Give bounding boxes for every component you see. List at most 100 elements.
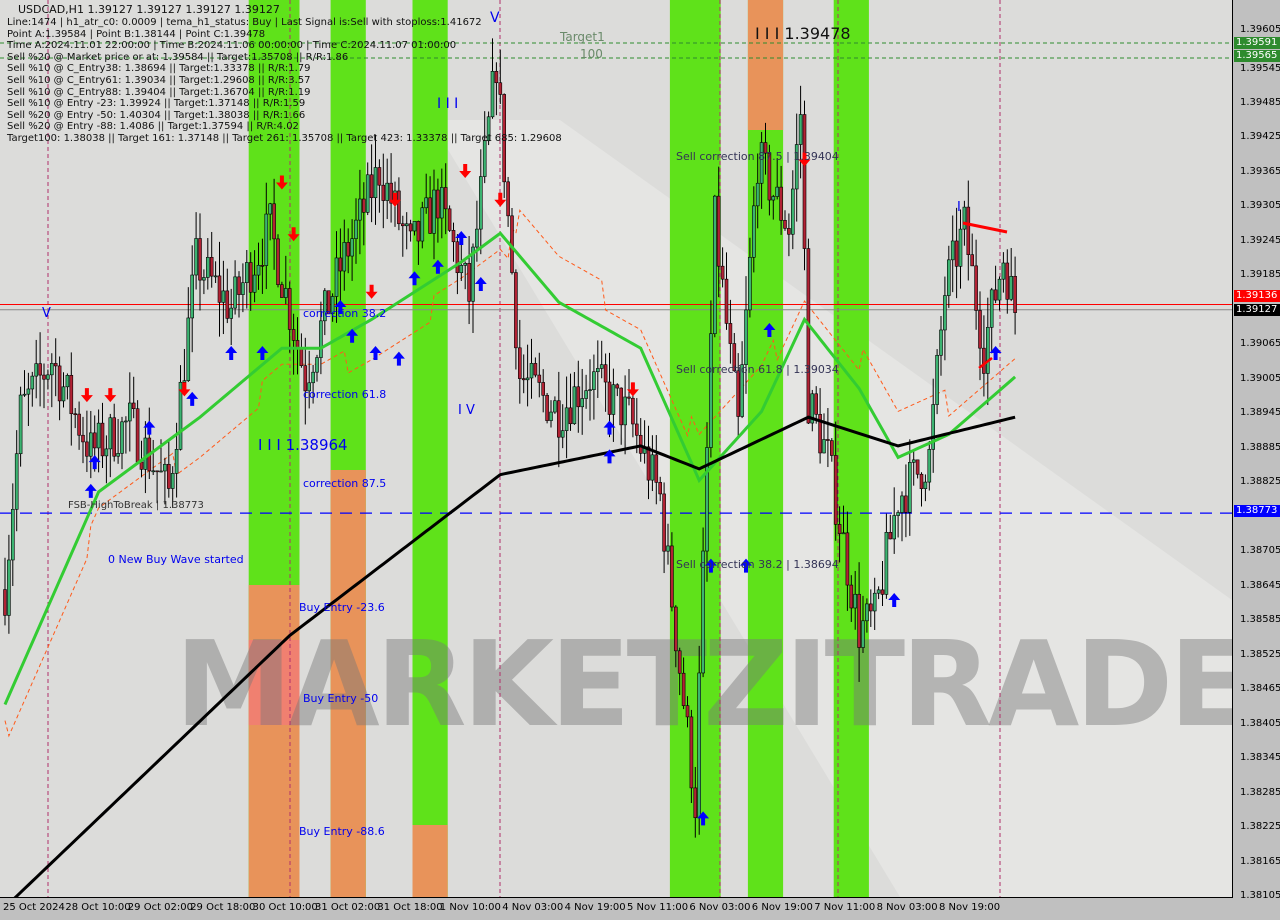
bear-candle [541,382,546,396]
bear-candle [763,142,768,154]
bull-candle [120,421,124,454]
bull-candle [997,278,1002,301]
sell-correction-87-label: Sell correction 87.5 | 1.39404 [676,150,839,163]
fsb-price-tag: 1.38773 [1234,505,1280,517]
y-tick-label: 1.39365 [1240,165,1280,177]
buy-arrow-icon [474,276,487,291]
bull-candle [755,182,760,207]
correction-61-label: correction 61.8 [303,388,387,401]
buy-entry-88-label: Buy Entry -88.6 [299,825,385,838]
zone-band [412,0,448,897]
zone-lower-band [330,470,366,897]
bear-candle [280,284,284,298]
bull-candle [900,495,904,513]
bear-candle [521,378,526,381]
bear-candle [506,181,510,217]
bear-candle [654,454,659,483]
bull-candle [373,167,378,199]
sell-arrow-icon [389,192,401,207]
bull-candle [1001,262,1006,280]
buy-arrow-icon [369,345,382,360]
bull-candle [163,463,167,472]
sell-arrow-icon [494,192,507,207]
info-line: Line:1474 | h1_atr_c0: 0.0009 | tema_h1_… [7,17,482,28]
bear-candle [514,272,518,349]
bear-candle [829,440,834,456]
bear-candle [1005,262,1010,300]
bear-candle [982,347,986,374]
info-line: Sell %20 @ Market price or at: 1.39584 |… [7,51,349,63]
bear-candle [209,257,214,277]
bear-candle [92,432,97,449]
bear-candle [662,493,666,552]
bull-candle [151,470,155,473]
target1-value: 100 [580,47,603,61]
bear-candle [237,276,241,295]
bear-candle [85,441,89,457]
bear-candle [198,238,202,281]
ask-price-tag: 1.39136 [1234,290,1280,302]
bull-candle [342,242,347,272]
bear-candle [517,347,522,379]
bear-candle [919,473,924,489]
bull-candle [896,512,900,516]
bear-candle [537,374,542,383]
bear-candle [631,397,635,425]
bear-candle [868,603,873,612]
bear-candle [880,589,885,595]
bull-candle [311,371,315,384]
bear-candle [849,584,854,609]
bull-candle [475,228,479,248]
bull-candle [128,402,132,422]
sell-correction-61-label: Sell correction 61.8 | 1.39034 [676,363,839,376]
bear-candle [826,439,830,441]
x-tick-label: 4 Nov 03:00 [502,902,564,913]
bear-candle [545,394,549,421]
bull-candle [985,327,990,374]
support-trendline [978,357,993,369]
bear-candle [73,413,77,416]
bear-candle [377,167,382,186]
bear-candle [291,329,296,341]
x-tick-label: 28 Oct 10:00 [65,902,131,913]
wave-v-top: V [490,10,500,26]
bull-candle [174,449,179,474]
bull-candle [1009,275,1014,300]
bear-candle [57,365,62,402]
bull-candle [194,238,198,276]
bear-candle [783,220,787,229]
bear-candle [112,417,116,457]
background-shade [430,120,1232,897]
bull-candle [424,197,429,209]
x-tick-label: 29 Oct 18:00 [190,902,256,913]
y-tick-label: 1.39485 [1240,96,1280,108]
bear-candle [857,593,861,648]
bear-candle [408,223,413,232]
bull-candle [931,404,936,450]
bull-candle [22,393,27,396]
bear-candle [436,189,440,219]
bull-candle [872,592,877,612]
bear-candle [260,265,265,267]
bull-candle [822,439,826,454]
y-tick-label: 1.39185 [1240,269,1280,281]
bear-candle [400,223,405,227]
x-tick-label: 31 Oct 02:00 [315,902,381,913]
bear-candle [467,262,471,302]
bull-candle [564,407,569,431]
bear-candle [428,197,432,234]
chart-plot-area[interactable]: MARKETZITRADE USDCAD,H1 1.39127 1.39127 … [0,0,1233,898]
slow-ma-line [13,415,1016,897]
x-tick-label: 8 Nov 19:00 [939,902,1001,913]
bull-candle [190,274,194,319]
bull-candle [365,174,370,213]
bull-candle [14,453,19,510]
y-tick-label: 1.38525 [1240,648,1280,660]
point-c-label: I I I 1.39478 [755,24,851,43]
bull-candle [322,290,327,322]
buy-arrow-icon [225,345,238,360]
bull-candle [459,265,464,274]
bull-candle [592,371,596,390]
bull-candle [404,223,409,227]
sell-arrow-icon [80,388,93,403]
